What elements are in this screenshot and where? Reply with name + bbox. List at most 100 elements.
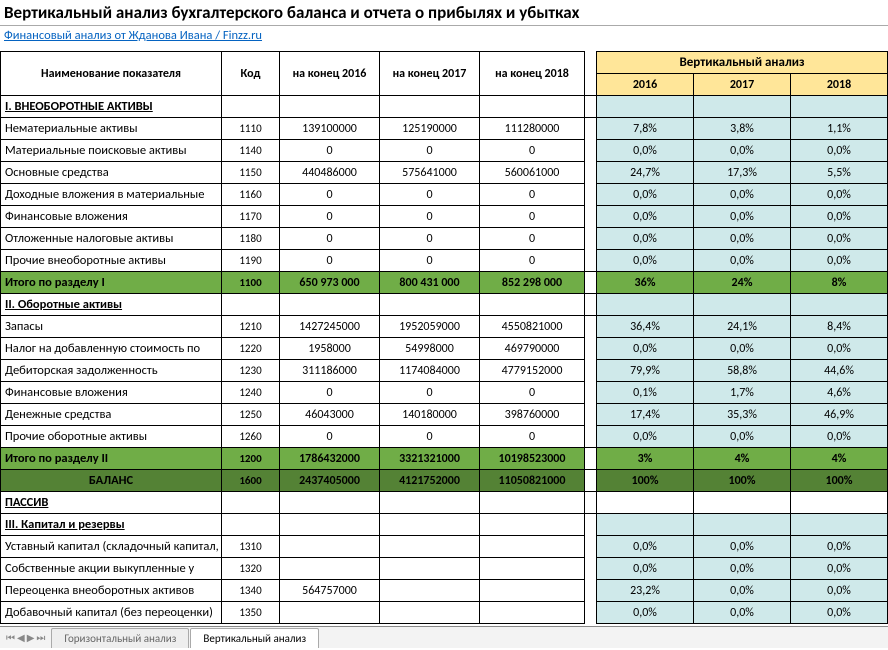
- table-row: Отложенные налоговые активы11800000,0%0,…: [1, 228, 888, 250]
- row-code: 1260: [222, 426, 280, 448]
- row-val: 0: [480, 228, 585, 250]
- tab-prev-icon[interactable]: ◀: [17, 631, 25, 644]
- tab-first-icon[interactable]: ⏮: [6, 631, 15, 644]
- tab-last-icon[interactable]: ⏭: [36, 631, 45, 644]
- total-name: БАЛАНС: [1, 470, 222, 492]
- tab-vertical[interactable]: Вертикальный анализ: [190, 628, 319, 648]
- total-pct: 100%: [791, 470, 888, 492]
- row-code: 1150: [222, 162, 280, 184]
- row-name: Материальные поисковые активы: [1, 140, 222, 162]
- row-val: [380, 580, 480, 602]
- passiv-header: ПАССИВ: [1, 492, 888, 514]
- row-pct: 0,0%: [694, 140, 791, 162]
- row-val: 0: [480, 382, 585, 404]
- row-val: 0: [380, 426, 480, 448]
- row-code: 1320: [222, 558, 280, 580]
- total-val: 2437405000: [280, 470, 380, 492]
- tab-next-icon[interactable]: ▶: [27, 631, 35, 644]
- row-pct: 7,8%: [597, 118, 694, 140]
- row-pct: 79,9%: [597, 360, 694, 382]
- row-code: 1180: [222, 228, 280, 250]
- row-val: 0: [280, 228, 380, 250]
- section-2-header: II. Оборотные активы: [1, 294, 888, 316]
- row-val: 0: [380, 228, 480, 250]
- row-code: 1240: [222, 382, 280, 404]
- row-val: 1958000: [280, 338, 380, 360]
- row-val: 0: [280, 184, 380, 206]
- total-val: 11050821000: [480, 470, 585, 492]
- total-val: 4121752000: [380, 470, 480, 492]
- header-2018: на конец 2018: [480, 52, 585, 96]
- row-name: Прочие внеоборотные активы: [1, 250, 222, 272]
- row-val: 139100000: [280, 118, 380, 140]
- table-row: Основные средства11504404860005756410005…: [1, 162, 888, 184]
- row-pct: 0,0%: [597, 558, 694, 580]
- subtotal-val: 650 973 000: [280, 272, 380, 294]
- balance-table: Наименование показателя Код на конец 201…: [0, 51, 888, 624]
- row-code: 1210: [222, 316, 280, 338]
- row-name: Финансовые вложения: [1, 382, 222, 404]
- row-name: Переоценка внеоборотных активов: [1, 580, 222, 602]
- row-pct: 0,0%: [791, 338, 888, 360]
- subtotal-pct: 36%: [597, 272, 694, 294]
- row-name: Отложенные налоговые активы: [1, 228, 222, 250]
- row-code: 1250: [222, 404, 280, 426]
- row-pct: 0,0%: [597, 184, 694, 206]
- tab-horizontal[interactable]: Горизонтальный анализ: [51, 628, 189, 648]
- row-name: Финансовые вложения: [1, 206, 222, 228]
- row-pct: 0,0%: [694, 426, 791, 448]
- row-pct: 58,8%: [694, 360, 791, 382]
- row-pct: 44,6%: [791, 360, 888, 382]
- subtotal-code: 1200: [222, 448, 280, 470]
- subtotal-pct: 3%: [597, 448, 694, 470]
- subtotal-pct: 8%: [791, 272, 888, 294]
- row-pct: 0,0%: [597, 140, 694, 162]
- table-row: Финансовые вложения11700000,0%0,0%0,0%: [1, 206, 888, 228]
- sheet-tabs: ⏮ ◀ ▶ ⏭ Горизонтальный анализ Вертикальн…: [0, 626, 888, 648]
- header-2016: на конец 2016: [280, 52, 380, 96]
- row-name: Нематериальные активы: [1, 118, 222, 140]
- row-val: [480, 558, 585, 580]
- row-val: [480, 602, 585, 624]
- row-name: Собственные акции выкупленные у: [1, 558, 222, 580]
- row-code: 1190: [222, 250, 280, 272]
- row-val: [380, 602, 480, 624]
- table-row: Дебиторская задолженность123031118600011…: [1, 360, 888, 382]
- row-name: Денежные средства: [1, 404, 222, 426]
- row-pct: 35,3%: [694, 404, 791, 426]
- header-name: Наименование показателя: [1, 52, 222, 96]
- total-pct: 100%: [597, 470, 694, 492]
- row-code: 1350: [222, 602, 280, 624]
- total-row: БАЛАНС1600243740500041217520001105082100…: [1, 470, 888, 492]
- row-val: 0: [380, 250, 480, 272]
- source-link[interactable]: Финансовый анализ от Жданова Ивана / Fin…: [0, 26, 266, 45]
- table-row: Уставный капитал (складочный капитал,131…: [1, 536, 888, 558]
- row-val: 4550821000: [480, 316, 585, 338]
- passiv-label: ПАССИВ: [1, 492, 222, 514]
- header-code: Код: [222, 52, 280, 96]
- row-val: 0: [380, 382, 480, 404]
- row-val: 0: [280, 250, 380, 272]
- row-val: 0: [280, 206, 380, 228]
- row-pct: 0,0%: [791, 184, 888, 206]
- row-code: 1220: [222, 338, 280, 360]
- row-pct: 0,0%: [694, 602, 791, 624]
- row-pct: 0,0%: [791, 228, 888, 250]
- row-pct: 0,0%: [791, 536, 888, 558]
- tab-nav-arrows[interactable]: ⏮ ◀ ▶ ⏭: [0, 631, 51, 644]
- subtotal-row: Итого по разделу II120017864320003321321…: [1, 448, 888, 470]
- row-pct: 0,0%: [694, 558, 791, 580]
- row-pct: 23,2%: [597, 580, 694, 602]
- row-val: [380, 558, 480, 580]
- table-row: Запасы1210142724500019520590004550821000…: [1, 316, 888, 338]
- row-pct: 4,6%: [791, 382, 888, 404]
- row-val: [280, 558, 380, 580]
- row-val: 440486000: [280, 162, 380, 184]
- row-val: [380, 536, 480, 558]
- row-pct: 0,0%: [791, 426, 888, 448]
- row-code: 1160: [222, 184, 280, 206]
- table-row: Финансовые вложения12400000,1%1,7%4,6%: [1, 382, 888, 404]
- row-pct: 24,1%: [694, 316, 791, 338]
- row-pct: 0,0%: [694, 250, 791, 272]
- row-code: 1340: [222, 580, 280, 602]
